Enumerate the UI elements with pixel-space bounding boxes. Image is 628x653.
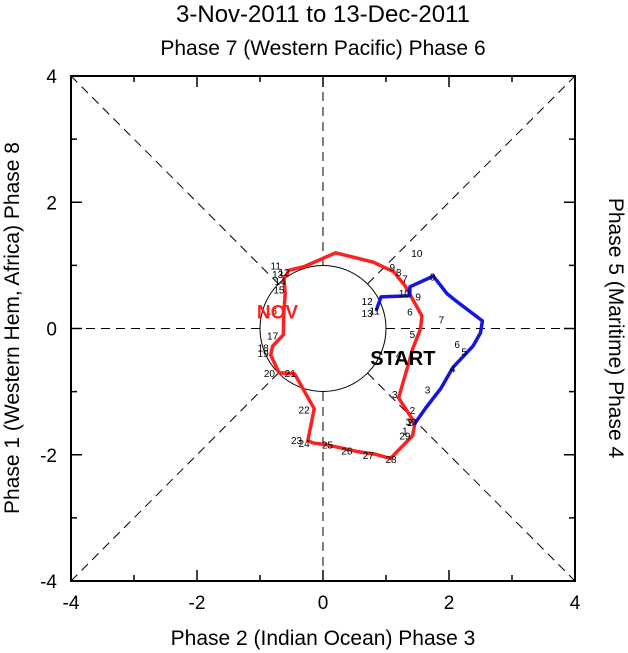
- point-label: 3: [425, 385, 431, 396]
- y-tick-label: 0: [46, 320, 57, 341]
- point-label: 4: [396, 351, 402, 362]
- point-label: 22: [299, 406, 311, 417]
- point-label: 11: [271, 262, 282, 273]
- point-label: 1: [407, 418, 413, 429]
- bottom-axis-label: Phase 2 (Indian Ocean) Phase 3: [171, 627, 476, 650]
- point-label: 13: [362, 309, 374, 320]
- point-label: 20: [264, 369, 276, 380]
- right-axis-label: Phase 5 (Maritime) Phase 4: [604, 198, 627, 459]
- y-tick-label: 2: [46, 193, 57, 214]
- y-tick-label: 4: [46, 67, 57, 88]
- top-axis-label: Phase 7 (Western Pacific) Phase 6: [160, 37, 485, 60]
- chart-title: 3-Nov-2011 to 13-Dec-2011: [176, 1, 470, 28]
- point-label: 11: [369, 306, 380, 317]
- point-label: 18: [258, 344, 270, 355]
- point-label: 13: [272, 270, 284, 281]
- point-label: 26: [341, 447, 353, 458]
- point-label: 21: [285, 369, 297, 380]
- month-label-nov: NOV: [257, 302, 299, 323]
- point-label: 2: [410, 406, 416, 417]
- point-label: 8: [430, 272, 436, 283]
- series-line-nov: [268, 251, 424, 461]
- point-label: 6: [454, 340, 460, 351]
- point-label: 5: [410, 330, 416, 341]
- point-label: 2: [407, 418, 413, 429]
- point-label: 9: [390, 263, 396, 274]
- x-tick-label: -2: [189, 593, 206, 614]
- point-label: 30: [406, 418, 418, 429]
- left-axis-label: Phase 1 (Western Hem, Africa) Phase 8: [1, 142, 24, 514]
- point-label: 3: [392, 390, 398, 401]
- point-label: 9: [415, 293, 421, 304]
- point-label: 5: [461, 347, 467, 358]
- point-label: 24: [299, 439, 311, 450]
- point-label: 7: [402, 274, 408, 285]
- point-label: 6: [407, 308, 413, 319]
- point-label: 19: [258, 349, 270, 360]
- point-label: 8: [396, 268, 402, 279]
- x-tick-label: 4: [570, 593, 581, 614]
- point-label: 7: [439, 315, 445, 326]
- point-label: 17: [267, 332, 279, 343]
- point-label: 12: [362, 297, 374, 308]
- x-tick-label: -4: [63, 593, 80, 614]
- y-tick-label: -4: [40, 572, 57, 593]
- point-label: 15: [273, 286, 285, 297]
- point-label: 10: [399, 289, 411, 300]
- point-label: 25: [322, 440, 334, 451]
- plot-area: -4 -2 0 2 4420-2-412345678910111213123456789…: [40, 67, 581, 614]
- x-tick-label: 0: [318, 593, 329, 614]
- unit-circle: [259, 265, 387, 392]
- start-label: START: [370, 348, 435, 370]
- x-tick-label: 2: [444, 593, 455, 614]
- point-label: 29: [399, 431, 411, 442]
- point-label: 27: [363, 451, 375, 462]
- point-label: 16: [266, 306, 278, 317]
- series-line-dec: [374, 274, 485, 425]
- point-label: 4: [450, 365, 456, 376]
- point-label: 28: [385, 455, 397, 466]
- point-label: 1: [402, 426, 408, 437]
- point-label: 23: [291, 436, 303, 447]
- point-label: 10: [411, 249, 423, 260]
- y-tick-label: -2: [40, 446, 57, 467]
- point-label: 12: [278, 268, 290, 279]
- point-label: 14: [275, 277, 287, 288]
